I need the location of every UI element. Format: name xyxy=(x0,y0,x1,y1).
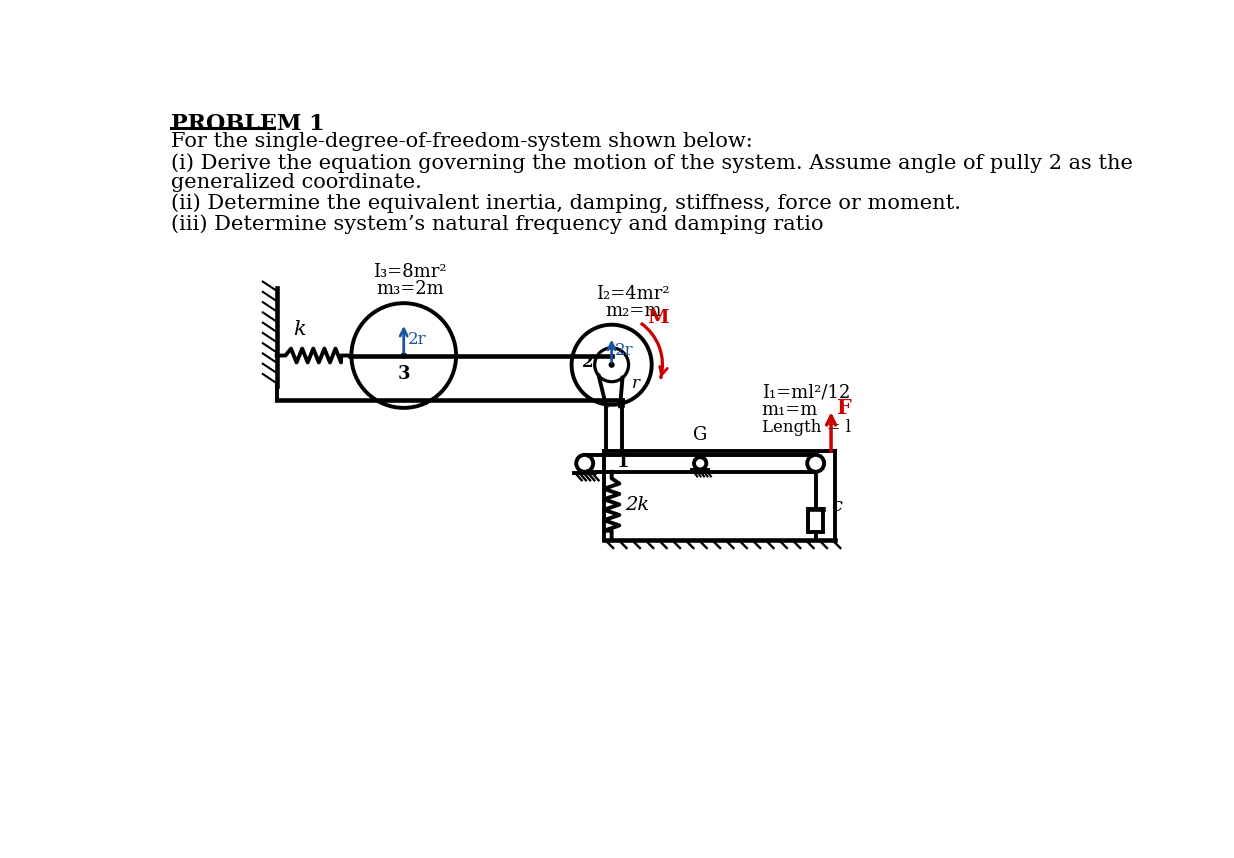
Text: I₁=ml²/12: I₁=ml²/12 xyxy=(761,384,850,402)
Text: 2k: 2k xyxy=(626,496,650,514)
Text: m₂=m: m₂=m xyxy=(605,302,661,320)
Text: For the single-degree-of-freedom-system shown below:: For the single-degree-of-freedom-system … xyxy=(172,132,753,151)
Text: 1: 1 xyxy=(617,453,629,471)
Circle shape xyxy=(694,457,706,469)
Text: Length = l: Length = l xyxy=(761,419,850,436)
Text: F: F xyxy=(837,398,851,418)
Text: M: M xyxy=(647,309,669,327)
Text: (ii) Determine the equivalent inertia, damping, stiffness, force or moment.: (ii) Determine the equivalent inertia, d… xyxy=(172,194,961,214)
Text: m₁=m: m₁=m xyxy=(761,401,818,419)
Text: (iii) Determine system’s natural frequency and damping ratio: (iii) Determine system’s natural frequen… xyxy=(172,214,823,233)
Circle shape xyxy=(608,362,615,368)
Circle shape xyxy=(576,455,594,472)
Bar xyxy=(808,509,823,532)
Bar xyxy=(585,455,816,472)
Text: G: G xyxy=(694,426,707,444)
Circle shape xyxy=(571,324,652,405)
Text: 2: 2 xyxy=(581,354,594,371)
Text: PROBLEM 1: PROBLEM 1 xyxy=(172,113,325,135)
Circle shape xyxy=(401,353,407,359)
Text: (i) Derive the equation governing the motion of the system. Assume angle of pull: (i) Derive the equation governing the mo… xyxy=(172,153,1133,172)
Text: 2r: 2r xyxy=(615,342,633,360)
Text: 2r: 2r xyxy=(407,331,426,347)
Text: k: k xyxy=(294,319,306,339)
Text: I₃=8mr²: I₃=8mr² xyxy=(373,263,447,281)
Text: c: c xyxy=(830,497,842,515)
Text: 3: 3 xyxy=(397,365,410,383)
Text: generalized coordinate.: generalized coordinate. xyxy=(172,173,422,192)
Circle shape xyxy=(352,303,457,408)
Text: m₃=2m: m₃=2m xyxy=(376,280,444,298)
Circle shape xyxy=(807,455,824,472)
Text: r: r xyxy=(632,375,639,392)
Circle shape xyxy=(595,347,628,382)
Text: I₂=4mr²: I₂=4mr² xyxy=(596,285,670,303)
